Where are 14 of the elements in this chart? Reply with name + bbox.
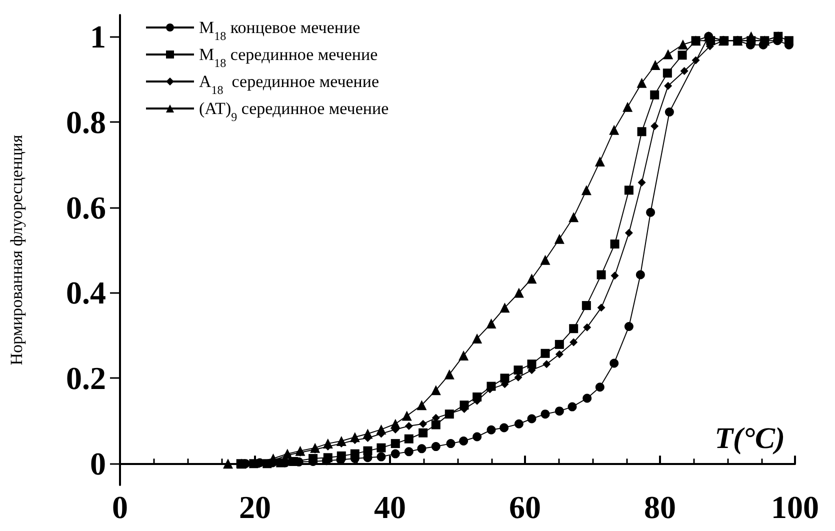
x-tick-label: 100: [771, 489, 819, 525]
y-axis-title: Нормированная флуоресценция: [7, 134, 26, 366]
y-tick-label: 0.6: [66, 189, 106, 226]
x-tick-label: 60: [509, 489, 541, 525]
y-tick-label: 1: [90, 18, 106, 54]
x-tick-label: 80: [644, 489, 676, 525]
x-tick-label: 0: [112, 489, 128, 525]
x-axis-title: T(°C): [714, 422, 785, 456]
x-tick-label: 40: [374, 489, 406, 525]
y-tick-label: 0.8: [66, 104, 106, 140]
y-tick-label: 0.4: [66, 274, 106, 311]
x-tick-label: 20: [239, 489, 271, 525]
y-tick-label: 0: [90, 446, 106, 482]
y-tick-label: 0.2: [66, 360, 106, 396]
